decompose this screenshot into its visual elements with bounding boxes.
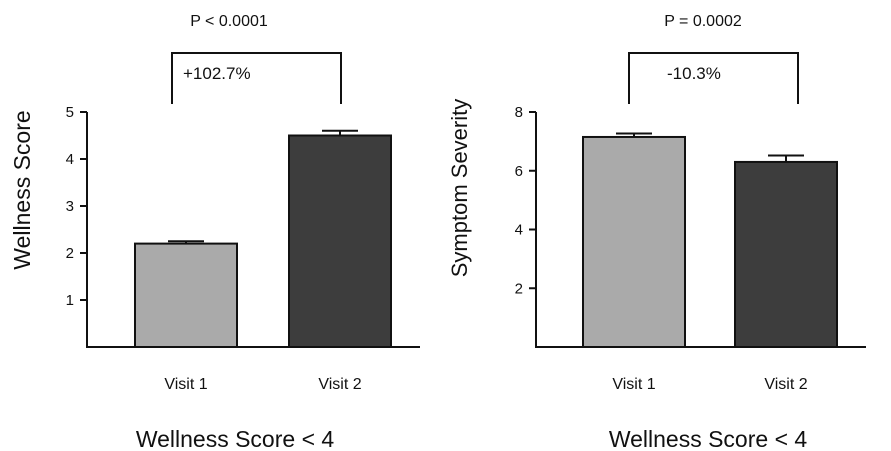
bar-visit-1 bbox=[134, 242, 238, 349]
y-tick-label: 4 bbox=[515, 222, 523, 239]
y-tick-label: 6 bbox=[515, 163, 523, 180]
bar-visit-1 bbox=[582, 135, 686, 348]
bar-visit-2 bbox=[288, 134, 392, 348]
y-tick-label: 8 bbox=[515, 104, 523, 121]
y-axis-title: Symptom Severity bbox=[447, 99, 472, 278]
percent-change-label: -10.3% bbox=[667, 64, 721, 83]
y-axis-ticks: 1 2 3 4 5 bbox=[66, 104, 87, 309]
significance-bracket bbox=[171, 52, 342, 104]
symptom-severity-bars bbox=[582, 132, 838, 348]
percent-change-label: +102.7% bbox=[183, 64, 251, 83]
significance-bracket bbox=[628, 52, 799, 104]
wellness-score-bars bbox=[134, 129, 392, 349]
y-tick-label: 3 bbox=[66, 198, 74, 215]
y-tick-label: 5 bbox=[66, 104, 74, 121]
y-axis-title: Wellness Score bbox=[9, 110, 35, 269]
x-axis-title: Wellness Score < 4 bbox=[136, 426, 335, 451]
error-bar-visit-1 bbox=[168, 240, 204, 244]
y-tick-label: 2 bbox=[515, 280, 523, 297]
x-axis-title: Wellness Score < 4 bbox=[609, 426, 808, 451]
y-axis-ticks: 2 4 6 8 bbox=[515, 104, 536, 297]
y-tick-label: 1 bbox=[66, 292, 74, 309]
error-bar-visit-2 bbox=[768, 154, 804, 162]
x-category-label-visit-2: Visit 2 bbox=[318, 376, 361, 393]
error-bar-visit-2 bbox=[322, 129, 358, 136]
x-category-label-visit-1: Visit 1 bbox=[164, 376, 207, 393]
p-value-label: P < 0.0001 bbox=[190, 13, 268, 30]
bar-visit-2 bbox=[734, 160, 838, 348]
error-bar-visit-1 bbox=[616, 132, 652, 137]
x-category-label-visit-1: Visit 1 bbox=[612, 376, 655, 393]
y-tick-label: 2 bbox=[66, 245, 74, 262]
x-category-label-visit-2: Visit 2 bbox=[764, 376, 807, 393]
y-tick-label: 4 bbox=[66, 151, 74, 168]
p-value-label: P = 0.0002 bbox=[664, 13, 742, 30]
